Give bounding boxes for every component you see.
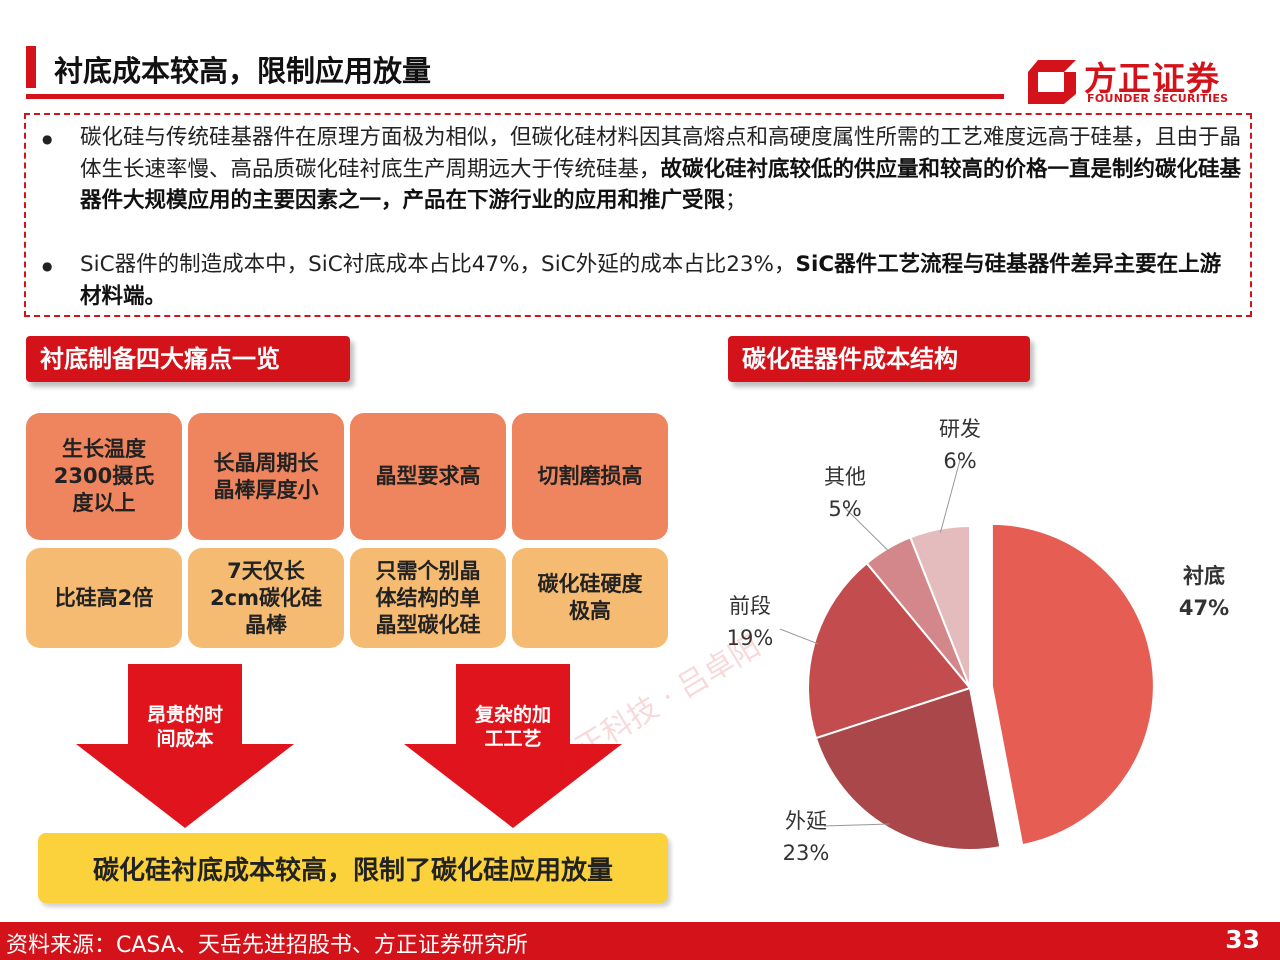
pie-category-label: 衬底 <box>1183 564 1225 588</box>
pie-slice-2 <box>814 686 1002 851</box>
down-arrow-icon <box>404 664 622 828</box>
pie-leader-line-2 <box>823 823 890 827</box>
pie-slice-1 <box>990 522 1155 847</box>
pie-category-label: 其他 <box>824 465 866 489</box>
pie-value-label: 47% <box>1179 596 1229 620</box>
pie-leader-line-5 <box>939 459 961 533</box>
intro-text-bold: 故碳化硅衬底较低的供应量和较高的价格一直是制约碳化硅基器件大规模应用的主要因素之… <box>80 156 1242 214</box>
pie-leader-line-4 <box>844 507 890 553</box>
footer-bar <box>0 922 1280 960</box>
intro-text-tail: ； <box>725 188 747 213</box>
page-number: 33 <box>1225 925 1260 954</box>
title-accent-bar <box>26 46 36 88</box>
intro-text-bold: SiC器件工艺流程与硅基器件差异主要在上游材料端。 <box>80 252 1222 309</box>
pie-category-label: 前段 <box>729 594 771 618</box>
pie-slice-5 <box>909 524 971 689</box>
section-label-pain-points: 衬底制备四大痛点一览 <box>26 336 350 382</box>
footer-source: 资料来源：CASA、天岳先进招股书、方正证券研究所 <box>6 933 528 958</box>
pie-leader-line-3 <box>779 628 819 645</box>
founder-logo-icon <box>1028 60 1076 104</box>
bullet-dot-icon: ● <box>42 259 53 273</box>
intro-text-plain: SiC器件的制造成本中，SiC衬底成本占比47%，SiC外延的成本占比23%， <box>80 252 796 277</box>
down-arrow-icon <box>76 664 294 828</box>
cost-structure-pie-chart: 衬底 47% 外延 23% 前段 19% 其他 5% 研发 6% <box>727 417 1229 865</box>
pain-card-bottom-1: 比硅高2倍 <box>26 548 182 648</box>
pie-value-label: 23% <box>783 841 830 865</box>
pie-value-label: 19% <box>727 626 774 650</box>
page-title: 衬底成本较高，限制应用放量 <box>54 54 432 88</box>
intro-paragraph-1: 碳化硅与传统硅基器件在原理方面极为相似，但碳化硅材料因其高熔点和高硬度属性所需的… <box>80 122 1242 217</box>
arrow-label-processing: 复杂的加 工工艺 <box>474 704 551 750</box>
intro-box <box>24 113 1252 317</box>
pain-card-bottom-3: 只需个别晶 体结构的单 晶型碳化硅 <box>350 548 506 648</box>
bullet-dot-icon: ● <box>42 132 53 146</box>
logo-text-en: FOUNDER SECURITIES <box>1087 92 1229 105</box>
logo-text-cn: 方正证券 <box>1084 59 1220 98</box>
header-divider <box>26 94 1004 99</box>
section-label-cost-structure: 碳化硅器件成本结构 <box>728 336 1030 382</box>
pain-card-bottom-4: 碳化硅硬度 极高 <box>512 548 668 648</box>
pain-card-bottom-2: 7天仅长 2cm碳化硅 晶棒 <box>188 548 344 648</box>
pie-category-label: 研发 <box>939 417 981 441</box>
pain-card-top-4: 切割磨损高 <box>512 413 668 540</box>
conclusion-banner: 碳化硅衬底成本较高，限制了碳化硅应用放量 <box>38 833 668 903</box>
pie-value-label: 6% <box>943 449 976 473</box>
intro-paragraph-2: SiC器件的制造成本中，SiC衬底成本占比47%，SiC外延的成本占比23%，S… <box>80 249 1242 312</box>
pie-category-label: 外延 <box>785 809 827 833</box>
pain-card-top-1: 生长温度 2300摄氏 度以上 <box>26 413 182 540</box>
intro-text-plain: 碳化硅与传统硅基器件在原理方面极为相似，但碳化硅材料因其高熔点和高硬度属性所需的… <box>80 125 1242 182</box>
arrow-label-time-cost: 昂贵的时 间成本 <box>146 704 223 750</box>
pain-card-top-3: 晶型要求高 <box>350 413 506 540</box>
pie-value-label: 5% <box>828 497 861 521</box>
pain-card-top-2: 长晶周期长 晶棒厚度小 <box>188 413 344 540</box>
